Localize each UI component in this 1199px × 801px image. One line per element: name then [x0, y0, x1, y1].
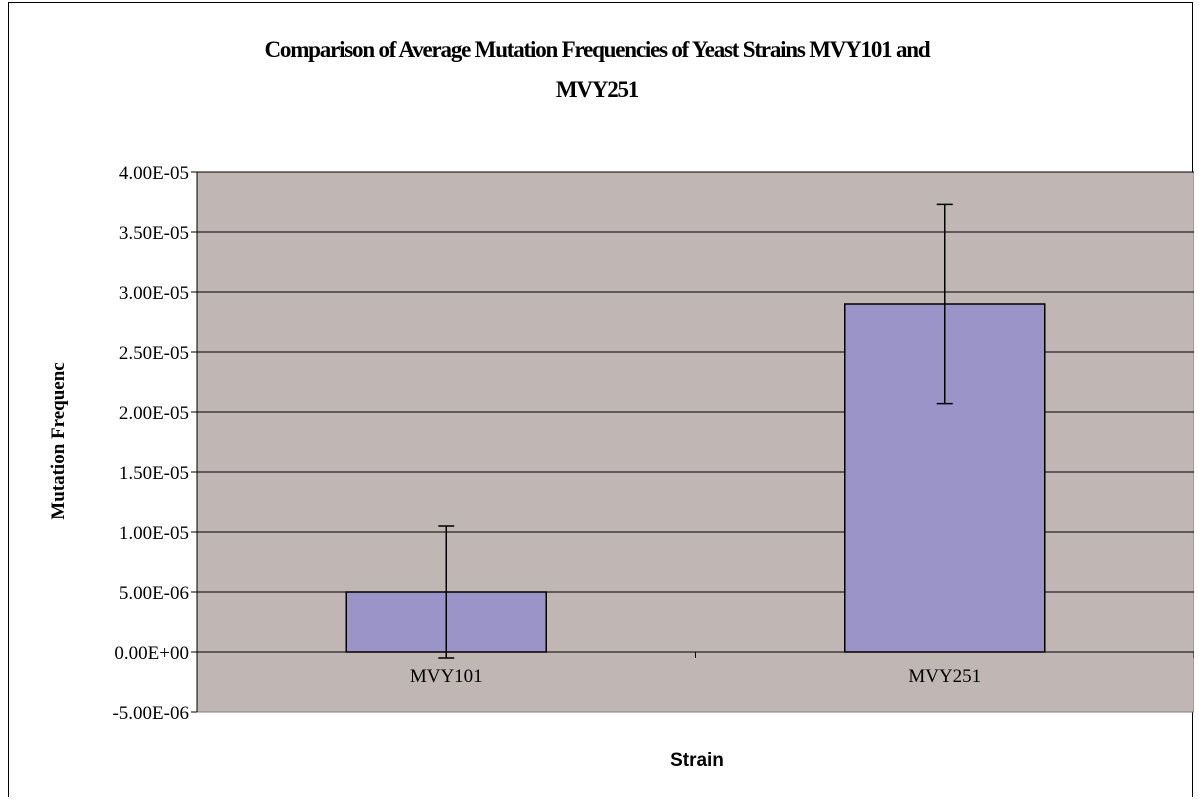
chart-title-line-2: MVY251 [556, 77, 639, 102]
x-category-label: MVY101 [410, 666, 483, 687]
chart-title: Comparison of Average Mutation Frequenci… [265, 37, 933, 102]
y-tick-label: 3.00E-05 [119, 283, 189, 304]
y-tick-label: 2.00E-05 [119, 403, 189, 424]
y-tick-label: 4.00E-05 [119, 163, 189, 184]
chart-title-line-1: Comparison of Average Mutation Frequenci… [265, 37, 931, 62]
x-category-labels: MVY101 MVY251 [410, 666, 981, 687]
axes [191, 171, 1194, 713]
y-axis-label: Mutation Frequenc [48, 362, 69, 519]
error-bars [438, 203, 953, 659]
y-tick-label: 3.50E-05 [119, 223, 189, 244]
x-axis-label: Strain [670, 750, 724, 771]
y-tick-label: 2.50E-05 [119, 343, 189, 364]
bar-chart: Comparison of Average Mutation Frequenci… [48, 37, 1194, 771]
y-tick-label: 5.00E-06 [119, 583, 189, 604]
y-tick-label: 0.00E+00 [114, 643, 189, 664]
y-tick-label: 1.00E-05 [119, 523, 189, 544]
y-tick-labels: -5.00E-06 0.00E+00 5.00E-06 1.00E-05 1.50E-0… [112, 163, 189, 724]
y-tick-label: 1.50E-05 [119, 463, 189, 484]
bars [345, 303, 1046, 653]
y-tick-label: -5.00E-06 [112, 703, 189, 724]
x-category-label: MVY251 [908, 666, 981, 687]
chart-frame: Comparison of Average Mutation Frequenci… [8, 2, 1194, 797]
